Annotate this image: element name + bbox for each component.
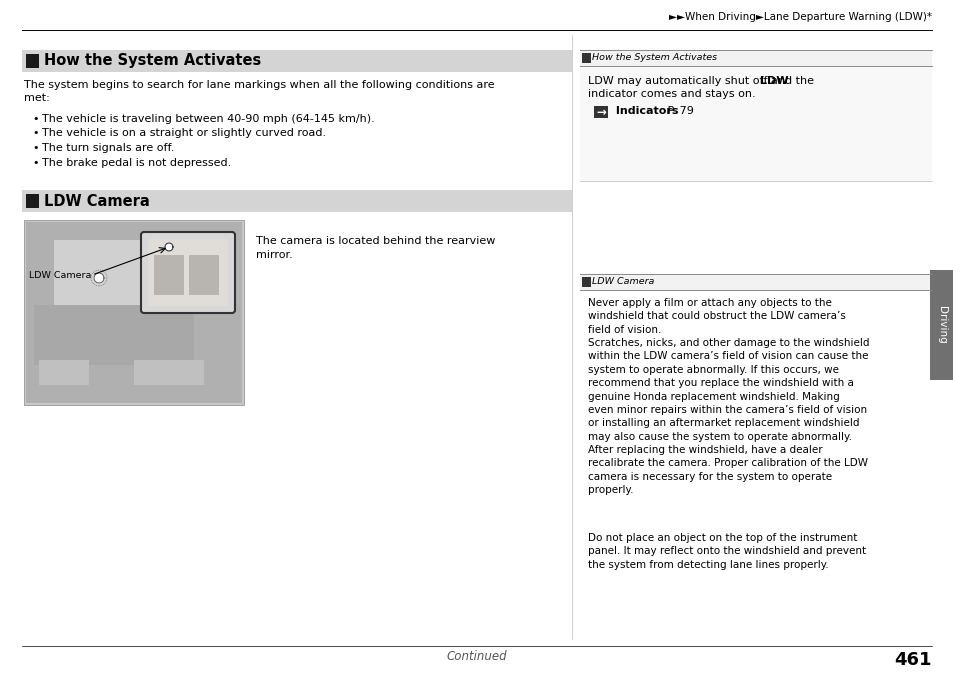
- Bar: [22, 50, 572, 72]
- Text: •: •: [32, 158, 38, 168]
- Text: indicator comes and stays on.: indicator comes and stays on.: [587, 89, 755, 99]
- Polygon shape: [165, 243, 172, 251]
- Text: Indicators: Indicators: [612, 106, 678, 116]
- Bar: [22, 190, 572, 212]
- Text: How the System Activates: How the System Activates: [592, 53, 717, 63]
- Text: LDW may automatically shut off and the: LDW may automatically shut off and the: [587, 76, 817, 86]
- Bar: [34, 305, 193, 365]
- Text: •: •: [32, 129, 38, 138]
- Text: Do not place an object on the top of the instrument
panel. It may reflect onto t: Do not place an object on the top of the…: [587, 533, 865, 570]
- Text: P. 79: P. 79: [663, 106, 693, 116]
- Bar: [26, 54, 39, 68]
- Text: The brake pedal is not depressed.: The brake pedal is not depressed.: [42, 158, 231, 168]
- Text: The camera is located behind the rearview
mirror.: The camera is located behind the rearvie…: [255, 236, 495, 260]
- Bar: [24, 220, 244, 405]
- Text: Never apply a film or attach any objects to the
windshield that could obstruct t: Never apply a film or attach any objects…: [587, 298, 868, 495]
- Bar: [133, 360, 204, 385]
- Text: LDW: LDW: [760, 76, 788, 86]
- Text: →: →: [596, 106, 605, 119]
- Bar: [189, 255, 219, 295]
- Bar: [579, 274, 931, 290]
- Text: LDW Camera: LDW Camera: [29, 270, 91, 280]
- Text: 461: 461: [894, 651, 931, 669]
- Bar: [581, 277, 590, 287]
- Bar: [54, 240, 173, 310]
- Text: The turn signals are off.: The turn signals are off.: [42, 143, 174, 153]
- Text: •: •: [32, 143, 38, 153]
- Bar: [39, 360, 89, 385]
- Text: The vehicle is traveling between 40-90 mph (64-145 km/h).: The vehicle is traveling between 40-90 m…: [42, 114, 375, 124]
- Polygon shape: [94, 273, 104, 283]
- Text: Driving: Driving: [936, 306, 946, 344]
- Text: LDW Camera: LDW Camera: [44, 193, 150, 208]
- Bar: [579, 66, 931, 181]
- Bar: [153, 255, 184, 295]
- Bar: [26, 222, 242, 403]
- Text: How the System Activates: How the System Activates: [44, 53, 261, 69]
- Text: The vehicle is on a straight or slightly curved road.: The vehicle is on a straight or slightly…: [42, 129, 326, 138]
- Bar: [594, 106, 607, 118]
- Text: ►►When Driving►Lane Departure Warning (LDW)*: ►►When Driving►Lane Departure Warning (L…: [668, 12, 931, 22]
- Text: Continued: Continued: [446, 650, 507, 663]
- Bar: [581, 53, 590, 63]
- Bar: [579, 50, 931, 66]
- Bar: [929, 270, 953, 380]
- FancyBboxPatch shape: [141, 232, 234, 313]
- Bar: [148, 239, 228, 306]
- Bar: [26, 194, 39, 208]
- Text: LDW Camera: LDW Camera: [592, 278, 654, 286]
- Text: The system begins to search for lane markings when all the following conditions : The system begins to search for lane mar…: [24, 80, 494, 103]
- Text: •: •: [32, 114, 38, 124]
